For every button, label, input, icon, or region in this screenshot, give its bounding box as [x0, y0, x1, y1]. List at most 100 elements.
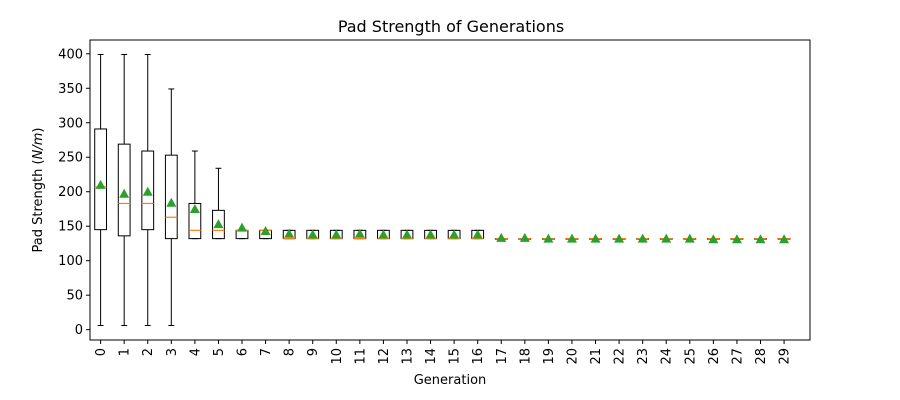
y-axis: 0 50 100 150 200 250 300 350 400 — [58, 47, 90, 338]
box-iqr — [117, 143, 131, 237]
box-generation-17 — [494, 232, 508, 242]
mean-marker — [95, 179, 106, 189]
box-generation-6 — [235, 222, 249, 240]
x-tick-label: 13 — [400, 348, 415, 365]
box-generation-28 — [754, 234, 767, 244]
box-generation-10 — [329, 229, 343, 240]
x-tick-label: 5 — [212, 348, 227, 356]
x-tick-label: 16 — [471, 348, 486, 365]
mean-marker — [519, 232, 530, 242]
x-tick-label: 8 — [283, 348, 298, 356]
mean-marker — [708, 234, 719, 244]
x-axis: 0 1 2 3 4 5 6 7 8 9 10 11 12 13 14 15 16 17 18 19 20 21 22 23 24… — [94, 340, 793, 365]
y-tick-label: 200 — [58, 185, 83, 200]
box-generation-22 — [612, 233, 626, 243]
box-generation-13 — [400, 229, 414, 240]
box-generation-5 — [212, 167, 225, 240]
box-generation-23 — [636, 233, 650, 243]
mean-marker — [237, 222, 248, 232]
y-tick-label: 350 — [58, 82, 83, 97]
box-generation-19 — [542, 233, 555, 243]
mean-marker — [661, 233, 672, 243]
mean-marker — [354, 228, 365, 238]
x-tick-label: 11 — [353, 348, 368, 365]
plot-area-frame — [89, 39, 811, 341]
mean-marker — [590, 233, 601, 243]
y-tick-label: 250 — [58, 151, 83, 166]
y-axis-label-prefix: Pad Strength ( — [31, 159, 46, 252]
box-generation-7 — [259, 226, 272, 240]
x-tick-label: 18 — [518, 348, 533, 365]
box-generation-8 — [282, 228, 296, 240]
box-generation-16 — [471, 229, 485, 240]
box-generation-20 — [565, 233, 579, 243]
box-generation-9 — [306, 229, 320, 240]
box-generation-11 — [353, 228, 367, 240]
x-tick-label: 17 — [495, 348, 510, 365]
box-generation-14 — [424, 229, 437, 240]
mean-marker — [755, 234, 766, 244]
y-axis-label: Pad Strength (N/m) — [31, 128, 46, 253]
mean-marker — [331, 229, 342, 239]
x-tick-label: 14 — [424, 348, 439, 365]
x-tick-label: 0 — [94, 348, 109, 356]
mean-marker — [637, 233, 648, 243]
mean-marker — [425, 229, 436, 239]
mean-marker — [284, 228, 295, 238]
mean-marker — [496, 232, 507, 242]
chart-title: Pad Strength of Generations — [338, 17, 564, 36]
mean-marker — [566, 233, 577, 243]
box-iqr — [188, 202, 202, 240]
x-tick-label: 15 — [448, 348, 463, 365]
y-tick-label: 50 — [66, 289, 83, 304]
box-generation-15 — [447, 229, 461, 240]
mean-marker — [779, 234, 790, 244]
box-generation-3 — [164, 88, 178, 327]
box-generation-26 — [706, 234, 720, 244]
mean-marker — [378, 229, 389, 239]
x-tick-label: 12 — [377, 348, 392, 365]
box-generation-2 — [141, 53, 155, 327]
y-tick-label: 100 — [58, 254, 83, 269]
mean-marker — [449, 229, 460, 239]
x-tick-label: 20 — [565, 348, 580, 365]
box-generation-24 — [659, 233, 673, 243]
y-tick-label: 150 — [58, 220, 83, 235]
x-tick-label: 1 — [118, 348, 133, 356]
mean-marker — [472, 229, 483, 239]
box-iqr — [164, 154, 178, 240]
x-tick-label: 27 — [730, 348, 745, 365]
x-axis-label: Generation — [414, 373, 487, 388]
box-generation-0 — [94, 53, 107, 327]
box-series — [94, 53, 791, 327]
x-tick-label: 29 — [778, 348, 793, 365]
x-tick-label: 26 — [707, 348, 722, 365]
mean-marker — [543, 233, 554, 243]
box-generation-21 — [589, 233, 602, 243]
x-tick-label: 25 — [683, 348, 698, 365]
mean-marker — [166, 197, 177, 207]
mean-marker — [401, 229, 412, 239]
x-tick-label: 7 — [259, 348, 274, 356]
box-iqr — [94, 128, 107, 231]
mean-marker — [684, 233, 695, 243]
x-tick-label: 28 — [754, 348, 769, 365]
y-tick-label: 300 — [58, 116, 83, 131]
mean-marker — [260, 226, 271, 236]
x-tick-label: 23 — [636, 348, 651, 365]
mean-marker — [119, 188, 130, 198]
x-tick-label: 6 — [236, 348, 251, 356]
box-generation-12 — [377, 229, 390, 240]
mean-marker — [142, 186, 153, 196]
x-tick-label: 21 — [589, 348, 604, 365]
y-tick-label: 0 — [75, 323, 83, 338]
x-tick-label: 3 — [165, 348, 180, 356]
y-tick-label: 400 — [58, 47, 83, 62]
box-generation-29 — [777, 234, 791, 244]
box-generation-25 — [683, 233, 697, 243]
box-generation-1 — [117, 53, 131, 327]
mean-marker — [307, 229, 318, 239]
x-tick-label: 24 — [660, 348, 675, 365]
x-tick-label: 19 — [542, 348, 557, 365]
